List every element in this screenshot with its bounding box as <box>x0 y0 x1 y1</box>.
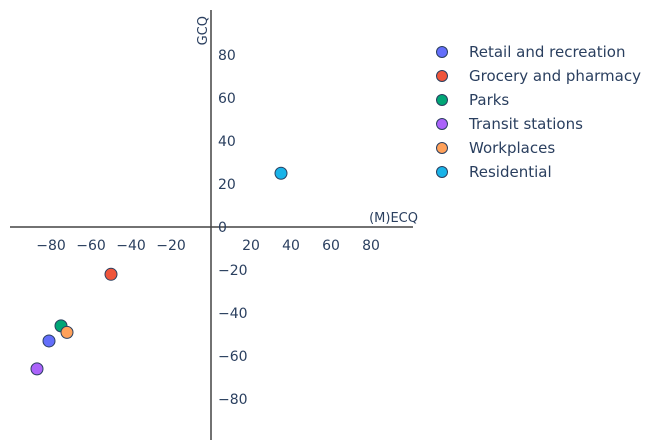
y-tick-label: −40 <box>218 306 248 322</box>
data-point <box>60 325 74 339</box>
y-tick-label: 60 <box>218 91 236 107</box>
legend-marker-icon <box>436 46 448 58</box>
legend-item[interactable]: Parks <box>436 88 641 112</box>
legend-label: Parks <box>469 91 510 109</box>
x-tick-label: −40 <box>116 238 146 254</box>
y-tick-label: −60 <box>218 349 248 365</box>
legend-item[interactable]: Transit stations <box>436 112 641 136</box>
y-tick-label: 20 <box>218 177 236 193</box>
legend-label: Transit stations <box>469 115 583 133</box>
data-point <box>274 166 288 180</box>
x-tick-label: 60 <box>322 238 340 254</box>
legend: Retail and recreation Grocery and pharmac… <box>436 40 641 184</box>
x-tick-label: 40 <box>282 238 300 254</box>
y-tick-label: −80 <box>218 392 248 408</box>
legend-item[interactable]: Residential <box>436 160 641 184</box>
legend-label: Workplaces <box>469 139 556 157</box>
y-tick-label: 0 <box>218 220 227 236</box>
x-tick-label: −60 <box>76 238 106 254</box>
x-axis-label: (M)ECQ <box>369 211 418 226</box>
legend-item[interactable]: Retail and recreation <box>436 40 641 64</box>
chart-marks: −80 −60 −40 −20 20 40 60 80 80 60 40 20 0 −20 −40 −60 −8… <box>10 10 413 440</box>
x-tick-label: −80 <box>36 238 66 254</box>
x-tick-label: −20 <box>156 238 186 254</box>
legend-label: Grocery and pharmacy <box>469 67 641 85</box>
legend-label: Residential <box>469 163 552 181</box>
legend-label: Retail and recreation <box>469 43 626 61</box>
x-tick-label: 80 <box>362 238 380 254</box>
legend-marker-icon <box>436 94 448 106</box>
legend-item[interactable]: Grocery and pharmacy <box>436 64 641 88</box>
legend-marker-icon <box>436 142 448 154</box>
y-tick-label: 80 <box>218 48 236 64</box>
legend-marker-icon <box>436 166 448 178</box>
y-axis-label: GCQ <box>196 16 211 45</box>
y-tick-label: 40 <box>218 134 236 150</box>
x-tick-label: 20 <box>242 238 260 254</box>
legend-marker-icon <box>436 118 448 130</box>
legend-marker-icon <box>436 70 448 82</box>
legend-item[interactable]: Workplaces <box>436 136 641 160</box>
data-point <box>104 267 118 281</box>
data-point <box>42 334 56 348</box>
data-point <box>30 362 44 376</box>
y-tick-label: −20 <box>218 263 248 279</box>
